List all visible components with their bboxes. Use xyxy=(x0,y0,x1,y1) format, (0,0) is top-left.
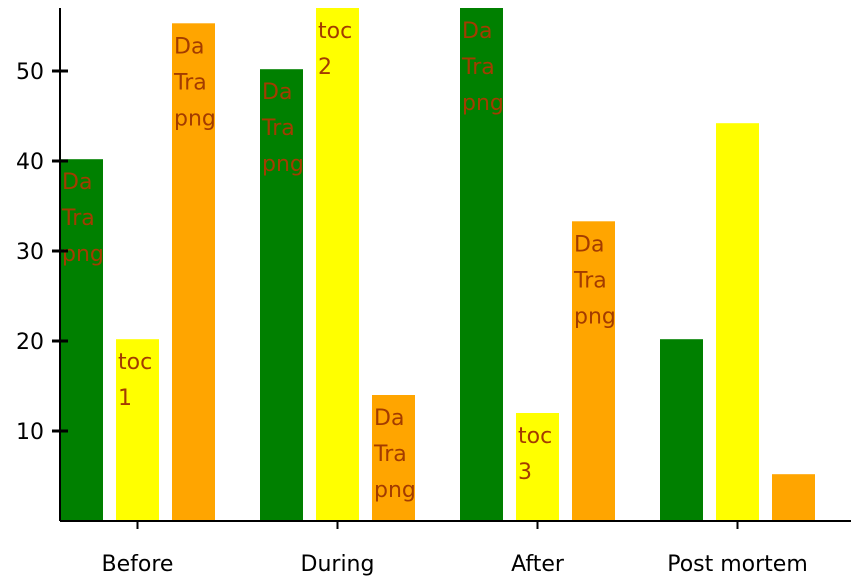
bar-2-2 xyxy=(316,8,359,521)
x-ticks-layer: Before During After Post mortem xyxy=(102,521,808,577)
bar-label-group: Da Tra png xyxy=(573,232,616,329)
bar-2-3 xyxy=(372,395,415,521)
bars-layer xyxy=(60,8,815,522)
bar-label: toc xyxy=(118,350,152,375)
bar-label: 3 xyxy=(518,460,532,485)
bar-labels-layer: Da Tra png toc 1 Da Tra png Da Tra png toc 2 Da Tra png… xyxy=(61,19,616,503)
bar-label-group: toc 1 xyxy=(118,350,152,411)
bar-label-group: Da Tra png xyxy=(173,34,216,131)
bar-label: png xyxy=(574,304,616,329)
bar-label: Tra xyxy=(373,442,407,467)
bar-label: 1 xyxy=(118,386,132,411)
bar-label-group: Da Tra png xyxy=(61,170,104,267)
y-ticks-layer: 10 20 30 40 50 xyxy=(16,60,68,445)
y-tick-label: 10 xyxy=(16,420,44,445)
bar-label: png xyxy=(374,478,416,503)
bar-label: Tra xyxy=(461,55,495,80)
bar-label-group: Da Tra png xyxy=(261,80,304,177)
bar-label: Da xyxy=(262,80,292,105)
bar-3-3 xyxy=(572,221,615,522)
bar-label-group: Da Tra png xyxy=(373,406,416,503)
bar-label: toc xyxy=(518,424,552,449)
y-tick-label: 50 xyxy=(16,60,44,85)
bar-4-1 xyxy=(660,339,703,521)
bar-4-2 xyxy=(716,123,759,521)
bar-label: png xyxy=(174,106,216,131)
y-tick-label: 30 xyxy=(16,240,44,265)
bar-label: Tra xyxy=(573,268,607,293)
bar-label: 2 xyxy=(318,55,332,80)
bar-label: Tra xyxy=(261,116,295,141)
x-tick-label: Before xyxy=(102,552,174,577)
bar-label: Da xyxy=(462,19,492,44)
bar-label: Da xyxy=(374,406,404,431)
bar-2-1 xyxy=(260,69,303,521)
bar-label-group: Da Tra png xyxy=(461,19,504,116)
bar-1-2 xyxy=(116,339,159,521)
bar-label: toc xyxy=(318,19,352,44)
bar-label: Da xyxy=(574,232,604,257)
y-tick-label: 20 xyxy=(16,330,44,355)
bar-label-group: toc 2 xyxy=(318,19,352,80)
bar-label: png xyxy=(262,152,304,177)
bar-label: Tra xyxy=(61,206,95,231)
bar-label: Da xyxy=(62,170,92,195)
y-tick-label: 40 xyxy=(16,150,44,175)
bar-label: Da xyxy=(174,34,204,59)
bar-3-2 xyxy=(516,413,559,521)
bar-1-3 xyxy=(172,23,215,522)
x-tick-label: Post mortem xyxy=(667,552,808,577)
bar-label: png xyxy=(462,91,504,116)
axes-layer xyxy=(59,8,851,522)
bar-label-group: toc 3 xyxy=(518,424,552,485)
x-tick-label: During xyxy=(301,552,375,577)
bar-label: Tra xyxy=(173,70,207,95)
bar-label: png xyxy=(62,242,104,267)
x-tick-label: After xyxy=(511,552,565,577)
bar-3-1 xyxy=(460,8,503,521)
bar-4-3 xyxy=(772,474,815,521)
